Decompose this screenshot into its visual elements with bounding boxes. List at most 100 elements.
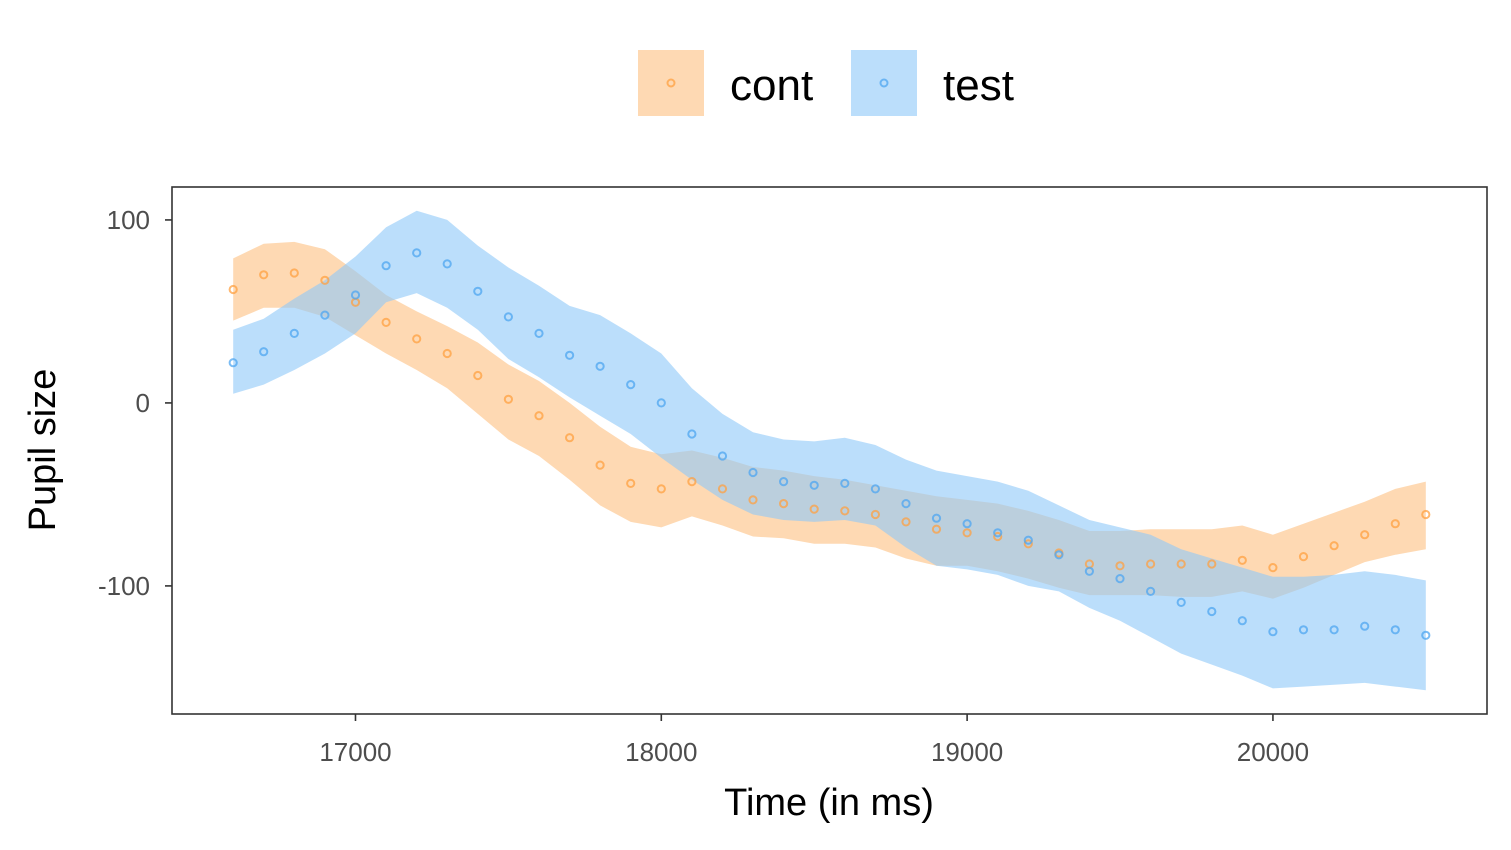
- point-test: [320, 310, 330, 320]
- point-cont: [779, 499, 789, 509]
- point-test: [748, 467, 758, 478]
- legend-item-test: test: [851, 50, 1014, 116]
- point-cont: [931, 524, 942, 534]
- x-tick-label: 18000: [625, 737, 697, 767]
- point-layer: [228, 248, 1431, 640]
- point-cont: [442, 348, 452, 359]
- point-cont: [381, 317, 391, 327]
- point-test: [1207, 606, 1217, 617]
- ribbon-cont: [233, 241, 1426, 599]
- point-cont: [320, 275, 330, 285]
- point-test: [840, 478, 850, 488]
- point-test: [412, 248, 422, 258]
- point-cont: [1329, 541, 1339, 551]
- point-cont: [289, 268, 299, 278]
- legend-label-cont: cont: [730, 61, 813, 110]
- legend-item-cont: cont: [638, 50, 813, 116]
- y-tick-label: -100: [98, 571, 150, 601]
- point-test: [1023, 535, 1033, 545]
- point-cont: [993, 531, 1003, 542]
- legend-label-test: test: [943, 61, 1014, 110]
- point-test: [503, 312, 513, 322]
- point-test: [1421, 630, 1431, 640]
- point-test: [809, 480, 819, 490]
- y-tick-label: 100: [107, 205, 150, 235]
- point-cont: [626, 478, 636, 488]
- ribbon-layer: [233, 210, 1426, 691]
- point-test: [1268, 627, 1278, 637]
- point-test: [717, 451, 728, 461]
- point-test: [381, 261, 391, 271]
- point-test: [259, 347, 269, 357]
- x-tick-label: 19000: [931, 737, 1003, 767]
- point-test: [870, 484, 881, 494]
- point-cont: [1237, 555, 1247, 565]
- legend-dot-cont: [666, 78, 676, 88]
- point-test: [289, 328, 299, 338]
- point-cont: [259, 270, 269, 280]
- point-cont: [748, 495, 758, 505]
- point-cont: [1023, 539, 1033, 549]
- point-cont: [1146, 559, 1156, 569]
- point-test: [1237, 616, 1247, 626]
- point-test: [1329, 625, 1339, 635]
- legend-key-test: [851, 50, 917, 116]
- point-test: [687, 429, 697, 439]
- point-test: [1084, 566, 1095, 576]
- point-cont: [565, 433, 575, 443]
- legend-key-cont: [638, 50, 704, 116]
- point-test: [534, 328, 544, 338]
- point-test: [931, 513, 942, 523]
- plot-panel-border: [171, 186, 1488, 715]
- point-cont: [1360, 530, 1370, 540]
- point-cont: [228, 284, 238, 295]
- point-test: [993, 528, 1003, 538]
- point-cont: [870, 509, 881, 520]
- point-test: [1360, 621, 1370, 631]
- y-axis: 100 0 -100: [98, 205, 172, 601]
- point-cont: [656, 484, 666, 494]
- point-test: [1146, 586, 1156, 597]
- point-test: [1115, 574, 1125, 584]
- legend-dot-test: [879, 78, 889, 88]
- y-tick-label: 0: [136, 388, 150, 418]
- point-test: [350, 290, 361, 300]
- x-tick-label: 20000: [1237, 737, 1309, 767]
- point-test: [656, 398, 666, 408]
- point-cont: [1298, 552, 1309, 562]
- point-cont: [962, 528, 972, 538]
- point-cont: [473, 370, 483, 381]
- point-cont: [809, 504, 819, 514]
- point-cont: [840, 506, 850, 516]
- y-axis-title: Pupil size: [22, 369, 64, 532]
- point-cont: [412, 334, 422, 344]
- point-cont: [1207, 559, 1217, 569]
- point-cont: [687, 477, 697, 487]
- point-test: [228, 358, 238, 368]
- x-axis-title: Time (in ms): [724, 782, 934, 824]
- point-cont: [1421, 509, 1431, 520]
- point-cont: [595, 460, 605, 470]
- ribbon-test: [233, 210, 1426, 691]
- point-test: [1176, 597, 1186, 608]
- point-cont: [1268, 563, 1278, 573]
- point-test: [962, 519, 972, 529]
- point-test: [565, 350, 575, 360]
- point-cont: [503, 394, 513, 404]
- point-test: [1054, 550, 1064, 560]
- point-test: [473, 286, 483, 296]
- x-tick-label: 17000: [319, 737, 391, 767]
- point-cont: [1390, 519, 1400, 529]
- point-cont: [1176, 559, 1186, 569]
- x-axis: 17000 18000 19000 20000: [319, 714, 1309, 767]
- point-test: [901, 499, 911, 509]
- legend: cont test: [638, 50, 1014, 116]
- point-cont: [1115, 561, 1125, 571]
- point-test: [779, 477, 789, 487]
- point-test: [595, 361, 605, 371]
- point-test: [626, 380, 636, 390]
- point-cont: [534, 411, 544, 421]
- point-test: [1298, 625, 1309, 635]
- point-cont: [901, 517, 911, 527]
